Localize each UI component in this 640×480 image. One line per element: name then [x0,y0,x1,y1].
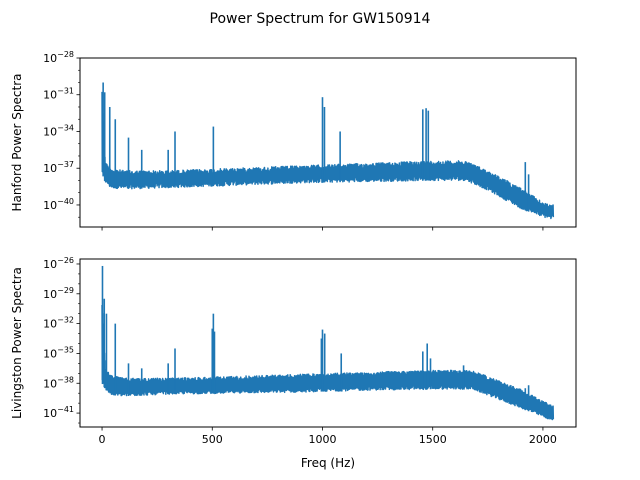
livingston-y-tick-label: 10−41 [43,405,74,420]
hanford-y-tick-label: 10−28 [43,50,74,65]
livingston-y-ticks: 10−41 10−38 10−35 10−32 10−29 10−26 [43,256,80,424]
livingston-y-tick-label: 10−26 [43,256,74,271]
livingston-subplot: 0 500 1000 1500 2000 10−4110−3810−3510−3210−… [10,256,577,446]
livingston-x-tick-label: 1000 [308,433,336,446]
livingston-axes-frame [79,258,577,428]
livingston-y-tick-label: 10−35 [43,345,74,360]
hanford-y-tick-label: 10−31 [43,87,74,102]
hanford-axes-frame [79,57,577,228]
hanford-y-tick-label: 10−34 [43,123,74,138]
livingston-x-ticks: 0 500 1000 1500 2000 [99,427,557,446]
livingston-x-tick-label: 2000 [529,433,557,446]
hanford-x-ticks [101,227,544,231]
livingston-y-axis-label: Livingston Power Spectra [10,267,24,419]
livingston-y-tick-label: 10−32 [43,316,74,331]
figure-title: Power Spectrum for GW150914 [210,11,431,27]
hanford-y-ticks: 10−40 10−37 10−34 10−31 10−28 [43,50,80,218]
livingston-y-tick-label: 10−29 [43,286,74,301]
livingston-y-tick-label: 10−38 [43,375,74,390]
livingston-x-tick-label: 0 [99,433,106,446]
hanford-subplot: 10−40 10−37 10−34 10−31 10−28 Hanford Power … [10,50,577,231]
livingston-x-tick-label: 500 [202,433,223,446]
livingston-spectrum-band [101,305,555,421]
hanford-series [101,82,555,220]
hanford-y-tick-label: 10−37 [43,160,74,175]
hanford-y-tick-label: 10−40 [43,197,74,212]
hanford-spectrum-band [101,91,555,220]
x-axis-label: Freq (Hz) [301,456,355,470]
livingston-series [101,265,555,421]
livingston-x-tick-label: 1500 [419,433,447,446]
hanford-y-axis-label: Hanford Power Spectra [10,73,24,211]
